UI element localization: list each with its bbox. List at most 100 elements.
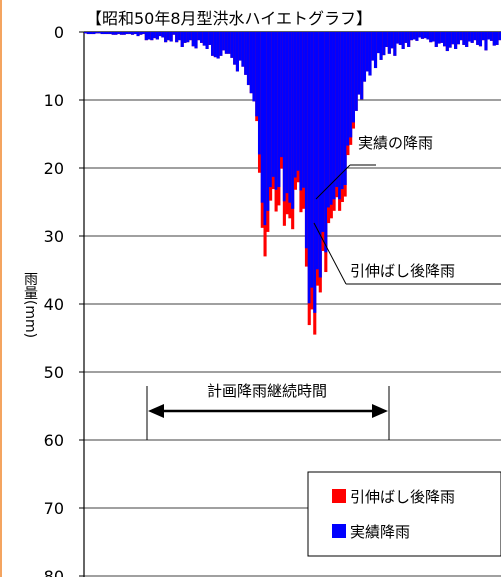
bar-actual: [125, 32, 129, 35]
bar-actual: [128, 32, 132, 35]
legend-swatch-extended: [332, 489, 346, 503]
bar-actual: [420, 32, 425, 39]
y-tick-label-60: 60: [44, 431, 64, 450]
bar-actual: [235, 32, 239, 72]
bar-actual: [241, 32, 245, 67]
bar-actual: [164, 32, 168, 43]
bar-actual: [100, 32, 104, 35]
callout-actual-text: 実績の降雨: [358, 134, 433, 152]
bar-actual: [274, 32, 278, 190]
bar-actual: [186, 32, 190, 43]
bar-actual: [302, 32, 306, 188]
bar-actual: [255, 32, 259, 117]
bar-actual: [459, 32, 463, 41]
bars: [84, 32, 501, 335]
bar-actual: [443, 32, 447, 47]
bar-actual: [476, 32, 480, 45]
bar-actual: [180, 32, 184, 47]
bar-actual: [280, 32, 284, 158]
period-arrow-left-head: [148, 404, 164, 418]
period-arrow-right-head: [372, 404, 388, 418]
bar-actual: [412, 32, 416, 40]
bar-actual: [445, 32, 449, 52]
bar-actual: [252, 32, 256, 102]
bar-actual: [216, 32, 220, 59]
bar-actual: [407, 32, 411, 47]
bar-actual: [92, 32, 96, 35]
bar-actual: [108, 32, 112, 35]
bar-actual: [263, 32, 267, 226]
bar-actual: [169, 32, 173, 42]
bar-actual: [362, 32, 367, 82]
bar-actual: [357, 32, 361, 95]
legend: 引伸ばし後降雨 実績降雨: [307, 471, 501, 557]
bar-actual: [172, 32, 176, 35]
bar-actual: [368, 32, 372, 76]
bar-actual: [244, 32, 248, 75]
bar-actual: [194, 32, 198, 49]
bar-actual: [418, 32, 422, 38]
bar-actual: [310, 32, 314, 288]
bar-actual: [266, 32, 270, 211]
bar-actual: [467, 32, 471, 42]
bar-actual: [155, 32, 159, 40]
bar-actual: [197, 32, 201, 41]
bar-actual: [139, 32, 143, 35]
bar-actual: [489, 32, 494, 41]
bar-actual: [166, 32, 170, 41]
bar-actual: [379, 32, 383, 60]
y-tick-label-30: 30: [44, 227, 64, 246]
y-axis-label: 雨量(mm): [22, 272, 38, 338]
bar-actual: [307, 32, 311, 304]
bar-actual: [385, 32, 389, 47]
bar-actual: [86, 32, 90, 35]
bar-actual: [238, 32, 242, 61]
bar-actual: [136, 32, 140, 37]
bar-actual: [470, 32, 474, 43]
bar-actual: [351, 32, 355, 123]
bar-actual: [429, 32, 433, 43]
bar-actual: [492, 32, 496, 46]
legend-box: [307, 471, 501, 557]
y-tick-labels: 0 10 20 30 40 50 60 70 80: [44, 23, 84, 581]
bar-actual: [84, 32, 88, 34]
bar-actual: [382, 32, 386, 56]
bar-actual: [454, 32, 458, 49]
bar-actual: [354, 32, 358, 111]
bar-actual: [440, 32, 444, 43]
bar-actual: [327, 32, 331, 208]
bar-actual: [393, 32, 397, 56]
bar-actual: [133, 32, 137, 35]
bar-actual: [437, 32, 441, 44]
bar-actual: [409, 32, 413, 41]
bar-actual: [257, 32, 262, 155]
bar-actual: [213, 32, 217, 58]
bar-actual: [296, 32, 300, 171]
bar-actual: [249, 32, 253, 94]
bar-actual: [144, 32, 148, 41]
bar-actual: [122, 32, 126, 35]
bar-actual: [332, 32, 336, 200]
bar-actual: [114, 32, 118, 35]
bar-actual: [371, 32, 375, 61]
bar-actual: [282, 32, 286, 202]
bar-actual: [315, 32, 320, 270]
bar-actual: [324, 32, 328, 253]
bar-actual: [329, 32, 333, 205]
bar-actual: [177, 32, 181, 41]
bar-actual: [318, 32, 322, 278]
bar-actual: [141, 32, 146, 35]
bar-actual: [365, 32, 369, 72]
y-tick-label-70: 70: [44, 499, 64, 518]
chart-title: 【昭和50年8月型洪水ハイエトグラフ】: [86, 9, 372, 28]
bar-actual: [150, 32, 154, 41]
bar-actual: [199, 32, 204, 43]
bar-actual: [205, 32, 209, 49]
bar-actual: [487, 32, 491, 40]
legend-label-actual: 実績降雨: [350, 523, 410, 541]
bar-actual: [415, 32, 419, 41]
bar-actual: [495, 32, 499, 45]
bar-actual: [401, 32, 405, 49]
bar-actual: [211, 32, 215, 56]
